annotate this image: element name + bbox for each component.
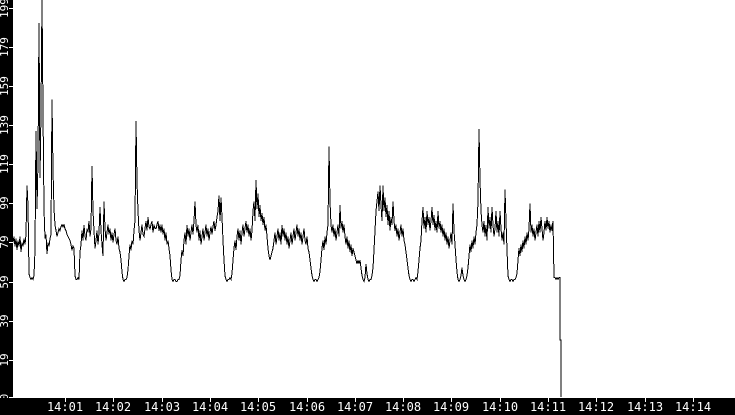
y-axis-tick-label: 139 [0,115,11,135]
y-axis-tick-label: 199 [0,0,11,18]
y-axis-tick-label: 99 [0,196,11,210]
x-axis-tick-label: 14:02 [94,400,132,414]
x-axis-tick [65,398,66,402]
x-axis-tick [258,398,259,402]
y-axis-tick-label: 159 [0,76,11,96]
x-axis-tick-label: 14:07 [336,400,374,414]
x-axis-tick [596,398,597,402]
x-axis-tick-label: 14:11 [529,400,567,414]
x-axis-tick [693,398,694,402]
y-axis-tick [9,360,13,361]
x-axis-tick-label: 14:10 [481,400,519,414]
y-axis-tick [9,321,13,322]
x-axis-tick [645,398,646,402]
x-axis: 14:01 14:02 14:03 14:04 14:05 14:06 14:07 14:08… [0,398,735,415]
x-axis-tick-label: 14:01 [46,400,84,414]
y-axis-tick-label: 119 [0,154,11,174]
x-axis-tick [355,398,356,402]
y-axis-tick [9,8,13,9]
x-axis-tick [113,398,114,402]
y-axis-tick [9,397,13,398]
x-axis-tick [210,398,211,402]
x-axis-tick [307,398,308,402]
x-axis-tick-label: 14:08 [384,400,422,414]
y-axis-tick-label: 59 [0,275,11,289]
x-axis-tick-label: 14:13 [626,400,664,414]
x-axis-tick-label: 14:14 [674,400,712,414]
x-axis-tick-label: 14:06 [288,400,326,414]
y-axis-tick [9,282,13,283]
x-axis-tick [548,398,549,402]
x-axis-tick-label: 14:12 [577,400,615,414]
y-axis-tick [9,47,13,48]
x-axis-tick-label: 14:05 [239,400,277,414]
x-axis-tick-label: 14:03 [143,400,181,414]
x-axis-tick-label: 14:04 [191,400,229,414]
x-axis-tick [500,398,501,402]
y-axis-tick-label: 179 [0,37,11,57]
x-axis-tick [451,398,452,402]
y-axis-tick-label: 39 [0,314,11,328]
y-axis-tick [9,164,13,165]
x-axis-tick-label: 14:09 [432,400,470,414]
x-axis-tick [162,398,163,402]
y-axis-tick [9,242,13,243]
y-axis-tick [9,86,13,87]
y-axis-tick-label: 19 [0,353,11,367]
y-axis-tick [9,203,13,204]
data-series-line [12,0,562,397]
y-axis: 19917915913911999795939190 [0,0,13,415]
y-axis-tick-label: 79 [0,235,11,249]
y-axis-tick [9,125,13,126]
x-axis-tick [403,398,404,402]
